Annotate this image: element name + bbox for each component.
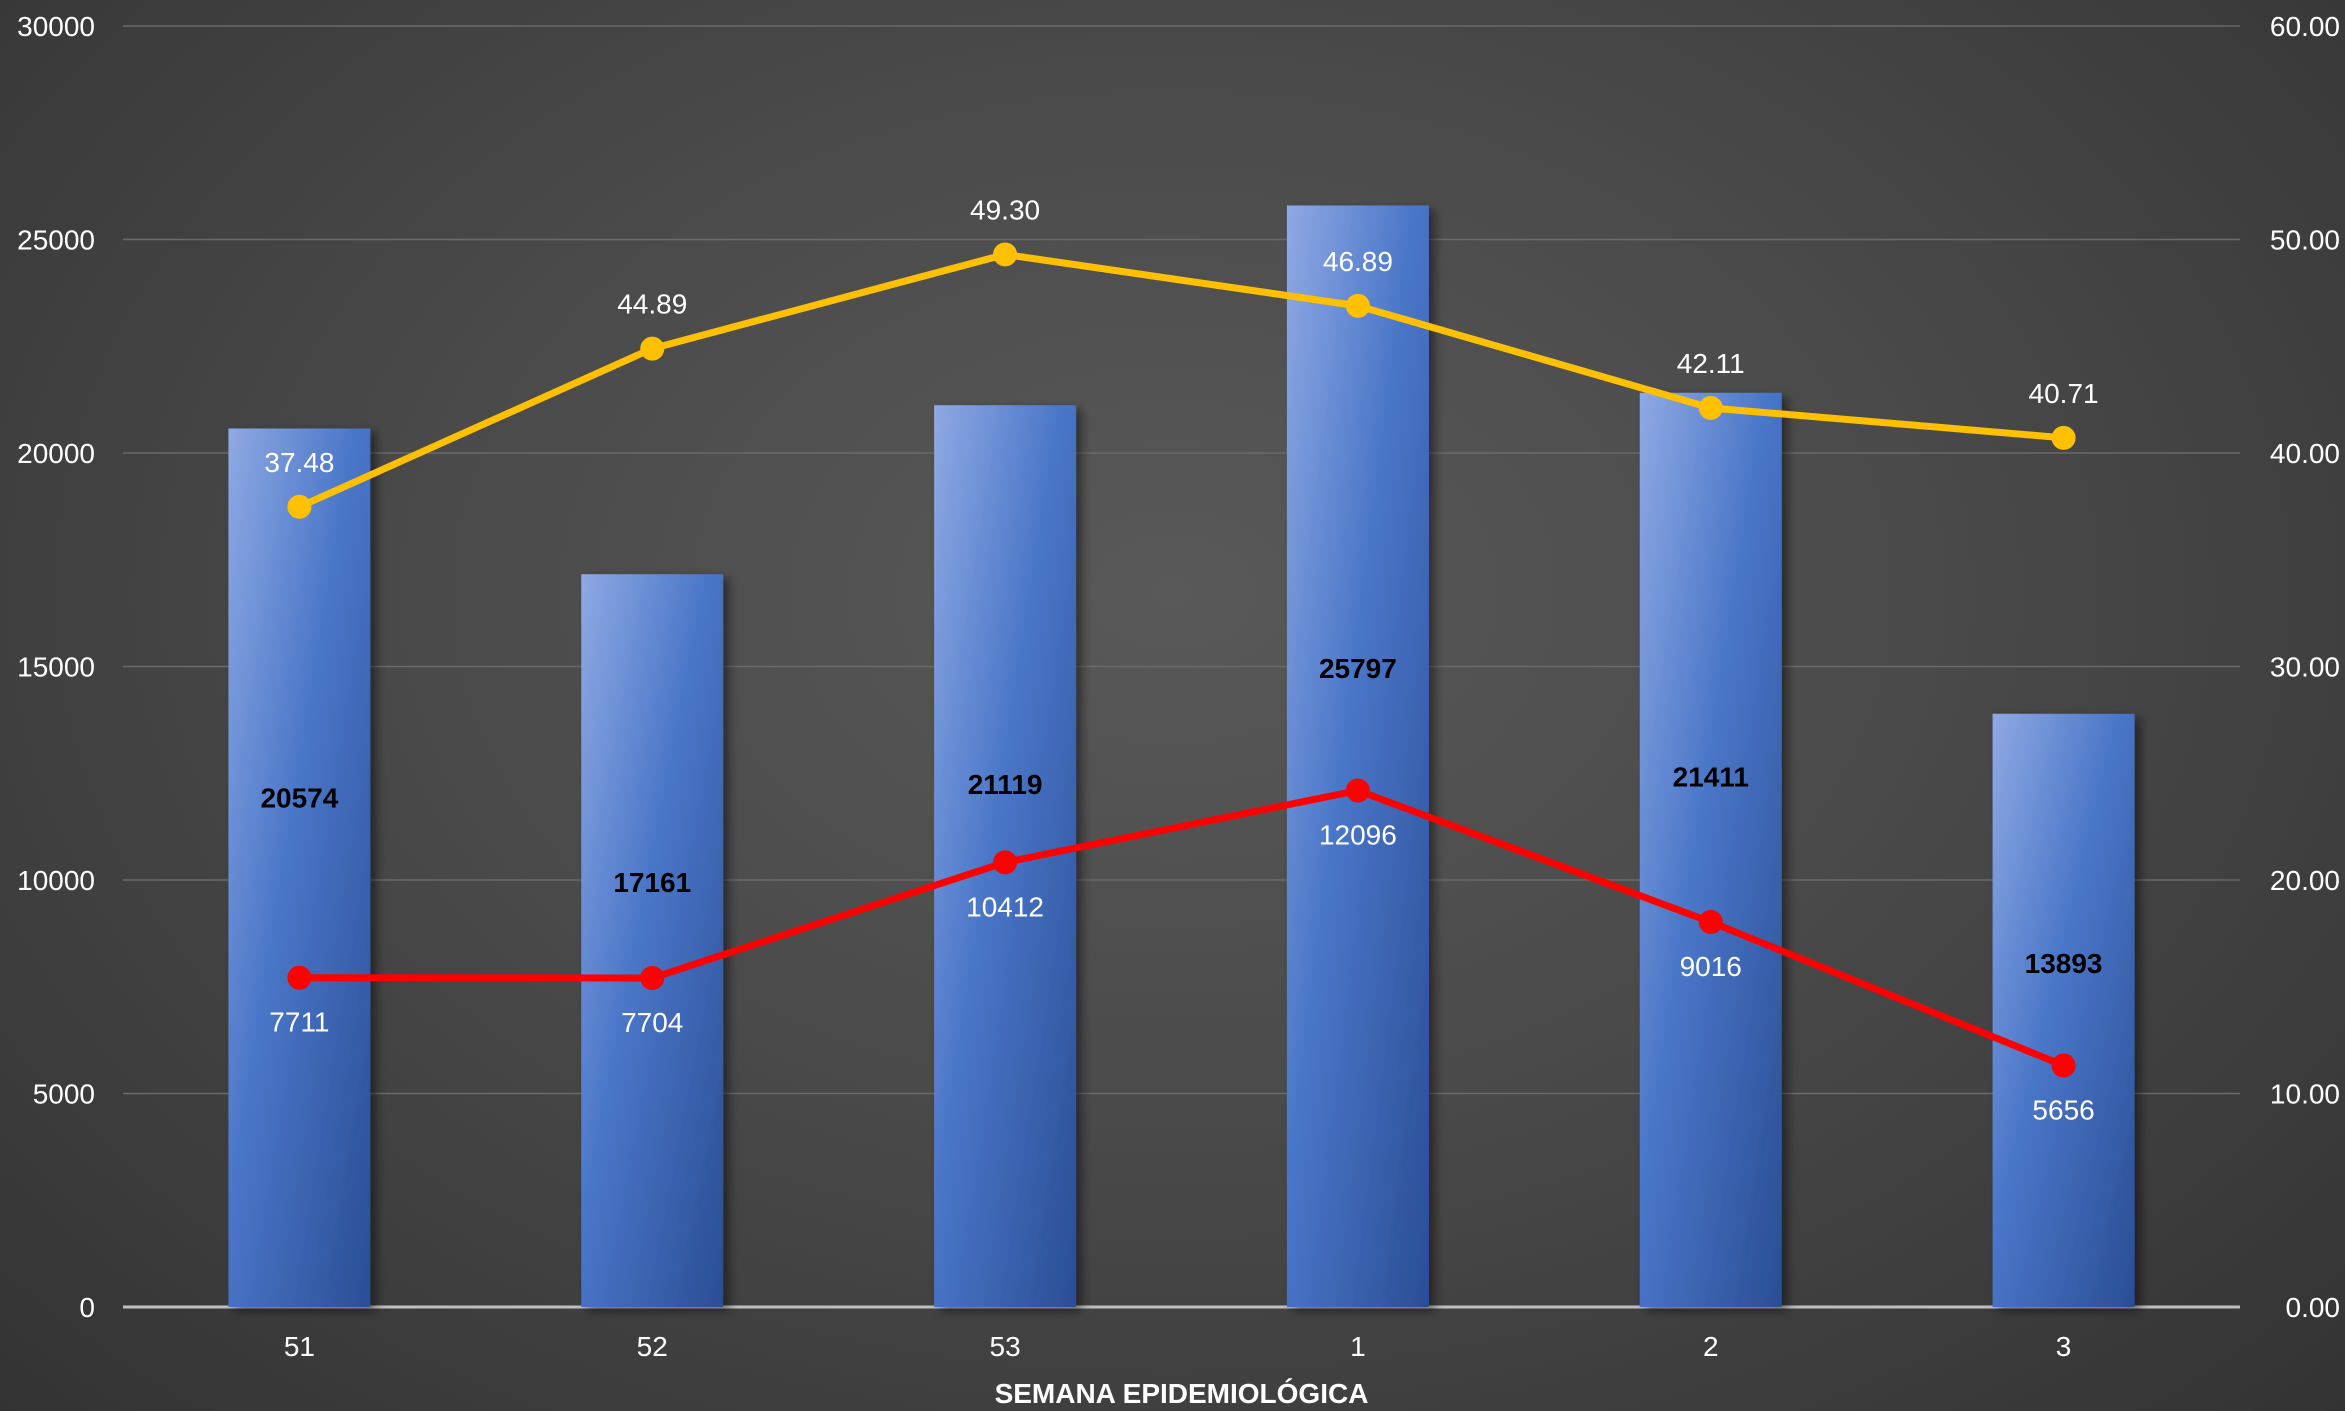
red-series-value-label: 10412 bbox=[966, 891, 1044, 922]
x-tick-label: 51 bbox=[284, 1331, 315, 1362]
red-series-point bbox=[2051, 1053, 2076, 1078]
y-left-tick-label: 25000 bbox=[17, 225, 95, 256]
bar bbox=[228, 428, 371, 1307]
yellow-series-value-label: 49.30 bbox=[970, 194, 1040, 225]
y-left-tick-label: 5000 bbox=[33, 1079, 95, 1110]
y-right-tick-label: 40.00 bbox=[2270, 438, 2340, 469]
bar bbox=[581, 574, 724, 1307]
red-series-value-label: 12096 bbox=[1319, 820, 1397, 851]
y-right-tick-label: 60.00 bbox=[2270, 11, 2340, 42]
bar-value-label: 17161 bbox=[613, 867, 691, 898]
yellow-series-value-label: 44.89 bbox=[617, 289, 687, 320]
yellow-series-value-label: 40.71 bbox=[2029, 378, 2099, 409]
yellow-series-point bbox=[2051, 425, 2076, 450]
bar-value-label: 25797 bbox=[1319, 653, 1397, 684]
y-right-tick-label: 20.00 bbox=[2270, 865, 2340, 896]
x-axis-title: SEMANA EPIDEMIOLÓGICA bbox=[995, 1378, 1369, 1409]
bar-value-label: 13893 bbox=[2025, 948, 2103, 979]
bar-series bbox=[228, 205, 2135, 1307]
yellow-series-point bbox=[287, 494, 312, 519]
red-series-point bbox=[993, 850, 1018, 875]
yellow-series-point bbox=[640, 336, 665, 361]
y-left-tick-label: 10000 bbox=[17, 865, 95, 896]
gridlines bbox=[123, 25, 2240, 1095]
red-series-point bbox=[1345, 778, 1370, 803]
bar bbox=[1286, 205, 1429, 1307]
y-right-tick-label: 10.00 bbox=[2270, 1079, 2340, 1110]
red-series-value-label: 7704 bbox=[621, 1007, 683, 1038]
y-left-tick-label: 20000 bbox=[17, 438, 95, 469]
bar bbox=[1992, 713, 2135, 1307]
bar-value-label: 20574 bbox=[260, 782, 338, 813]
red-series-value-label: 7711 bbox=[269, 1007, 329, 1038]
x-tick-label: 53 bbox=[990, 1331, 1021, 1362]
y-right-tick-label: 30.00 bbox=[2270, 652, 2340, 683]
x-tick-label: 3 bbox=[2056, 1331, 2072, 1362]
bar-value-label: 21119 bbox=[968, 769, 1043, 800]
x-tick-label: 1 bbox=[1350, 1331, 1366, 1362]
bar bbox=[1639, 392, 1782, 1307]
yellow-series-point bbox=[1345, 293, 1370, 318]
yellow-series-value-label: 37.48 bbox=[264, 447, 334, 478]
red-series-line bbox=[295, 787, 2068, 1069]
y-left-tick-label: 30000 bbox=[17, 11, 95, 42]
red-series-point bbox=[640, 966, 665, 991]
yellow-series-line bbox=[295, 250, 2068, 511]
red-series-value-label: 5656 bbox=[2032, 1094, 2094, 1125]
data-labels: 20574 17161 21119 25797 21411 13893 7711 7704 10… bbox=[260, 194, 2102, 1125]
x-tick-label: 52 bbox=[637, 1331, 668, 1362]
red-series-value-label: 9016 bbox=[1680, 951, 1742, 982]
x-tick-label: 2 bbox=[1703, 1331, 1719, 1362]
red-series-point bbox=[1698, 910, 1723, 935]
y-left-tick-label: 0 bbox=[79, 1292, 95, 1323]
yellow-series-value-label: 46.89 bbox=[1323, 246, 1393, 277]
red-series-point bbox=[287, 965, 312, 990]
bar-value-label: 21411 bbox=[1673, 762, 1749, 793]
y-right-tick-label: 50.00 bbox=[2270, 225, 2340, 256]
yellow-series-point bbox=[993, 242, 1018, 267]
y-right-tick-label: 0.00 bbox=[2286, 1292, 2341, 1323]
axes: 0 0.00 5000 10.00 10000 20.00 15000 30.00 20000 4… bbox=[17, 11, 2340, 1362]
line-series bbox=[287, 242, 2076, 1078]
y-left-tick-label: 15000 bbox=[17, 652, 95, 683]
yellow-series-point bbox=[1698, 395, 1723, 420]
yellow-series-value-label: 42.11 bbox=[1677, 348, 1745, 379]
